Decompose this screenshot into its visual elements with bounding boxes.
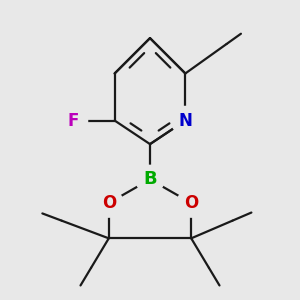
Text: F: F [68, 112, 79, 130]
Circle shape [59, 106, 88, 135]
Text: O: O [184, 194, 198, 212]
Text: N: N [178, 112, 192, 130]
Circle shape [94, 189, 123, 217]
Circle shape [136, 165, 164, 194]
Circle shape [171, 106, 200, 135]
Text: B: B [143, 170, 157, 188]
Text: O: O [102, 194, 116, 212]
Circle shape [177, 189, 206, 217]
